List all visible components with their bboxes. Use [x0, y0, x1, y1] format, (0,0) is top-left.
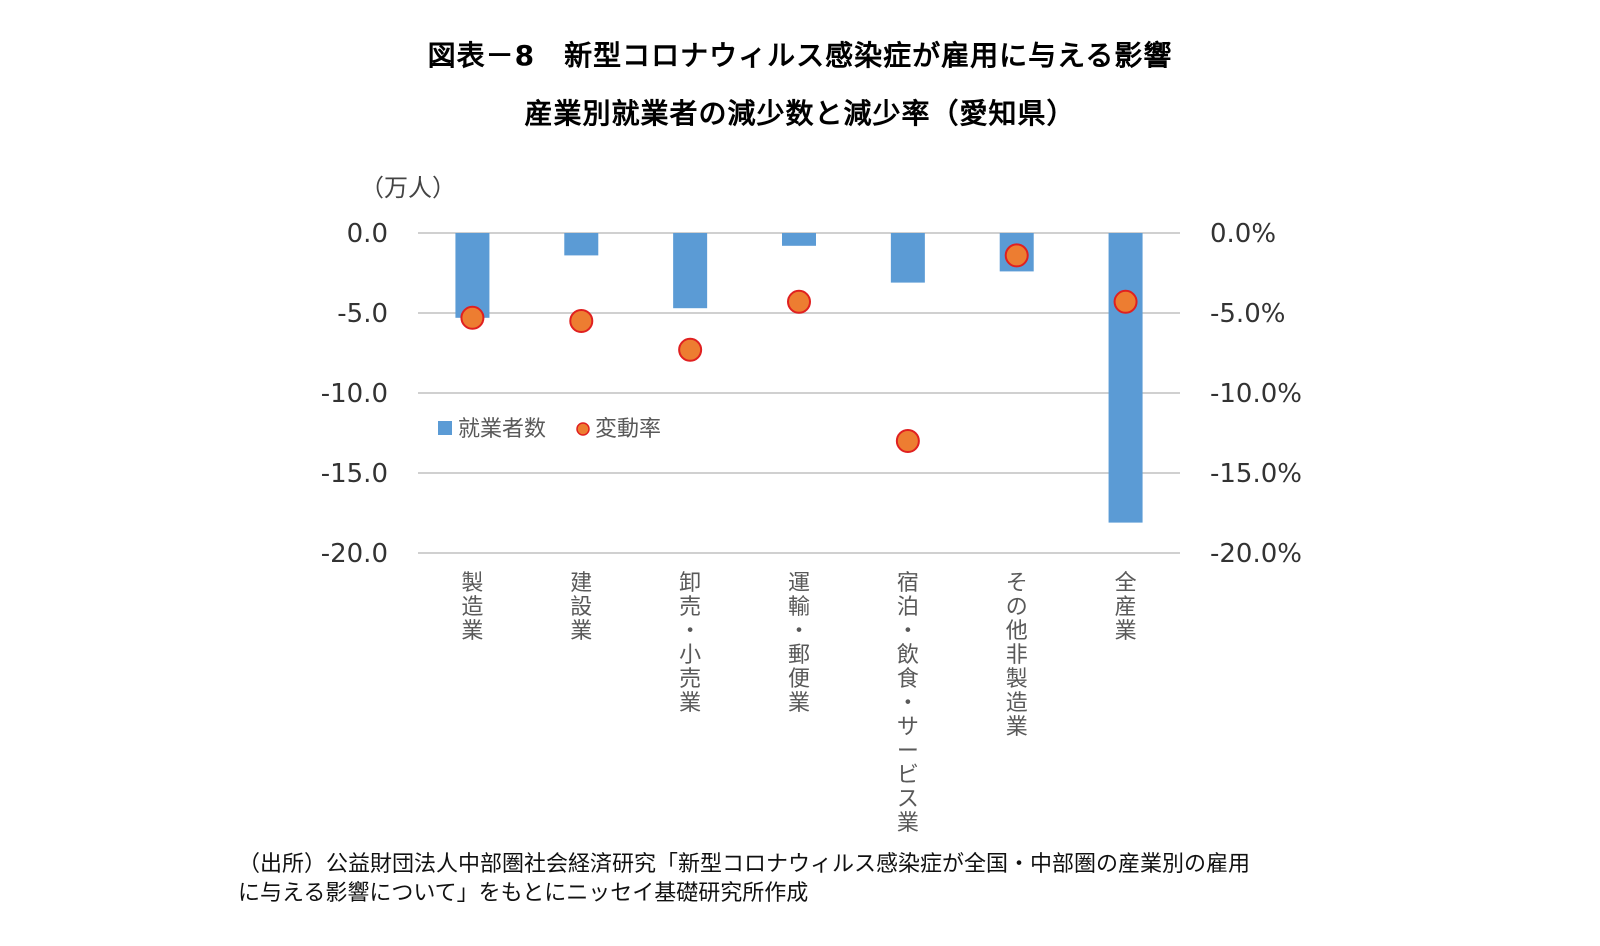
legend-bar-label: 就業者数 — [458, 417, 546, 442]
legend-bar-swatch — [438, 421, 452, 435]
y-right-tick-label: -10.0% — [1210, 379, 1302, 409]
x-tick-label: 宿泊・飲食・サービス業 — [897, 571, 919, 836]
bar — [1108, 233, 1143, 523]
x-tick-label: 建設業 — [570, 571, 592, 644]
y-left-tick-label: -10.0 — [321, 379, 388, 409]
y-left-tick-label: -20.0 — [321, 539, 388, 569]
legend-point-swatch — [576, 422, 590, 436]
data-point — [678, 337, 703, 362]
bar — [455, 233, 490, 318]
chart-subtitle: 産業別就業者の減少数と減少率（愛知県） — [524, 97, 1076, 130]
bar — [782, 233, 816, 246]
data-point — [895, 429, 920, 453]
y-right-tick-label: -20.0% — [1210, 539, 1302, 569]
x-tick-label: 全産業 — [1115, 571, 1137, 644]
x-tick-label: 製造業 — [461, 571, 483, 644]
y-left-tick-label: 0.0 — [347, 219, 388, 249]
x-tick-label: その他非製造業 — [1006, 571, 1028, 740]
y-right-tick-label: 0.0% — [1210, 219, 1276, 249]
legend-point-label: 変動率 — [595, 417, 661, 442]
data-point — [1113, 289, 1138, 314]
chart-area: 0.0 0.0% -5.0 -5.0% -10.0 -10.0% -15.0 -15.0% -2… — [321, 174, 1302, 836]
y-right-tick-label: -5.0% — [1210, 299, 1285, 329]
y-right-tick-label: -15.0% — [1210, 459, 1302, 489]
x-tick-label: 運輸・郵便業 — [788, 571, 810, 716]
data-point — [787, 289, 811, 314]
x-tick-label: 卸売・小売業 — [679, 571, 701, 716]
chart-title: 図表－8 新型コロナウィルス感染症が雇用に与える影響 — [427, 39, 1173, 72]
bar — [564, 233, 599, 256]
data-point — [1004, 243, 1029, 268]
source-line-2: に与える影響について」をもとにニッセイ基礎研究所作成 — [238, 881, 809, 906]
bar — [890, 233, 925, 283]
source-line-1: （出所）公益財団法人中部圏社会経済研究「新型コロナウィルス感染症が全国・中部圏の… — [238, 852, 1251, 877]
y-left-tick-label: -15.0 — [321, 459, 388, 489]
data-point — [460, 305, 485, 330]
bar — [673, 233, 708, 309]
data-point — [569, 309, 594, 333]
y-left-tick-label: -5.0 — [337, 299, 388, 329]
y-unit-label: （万人） — [360, 174, 456, 202]
source-note: （出所）公益財団法人中部圏社会経済研究「新型コロナウィルス感染症が全国・中部圏の… — [238, 850, 1418, 908]
